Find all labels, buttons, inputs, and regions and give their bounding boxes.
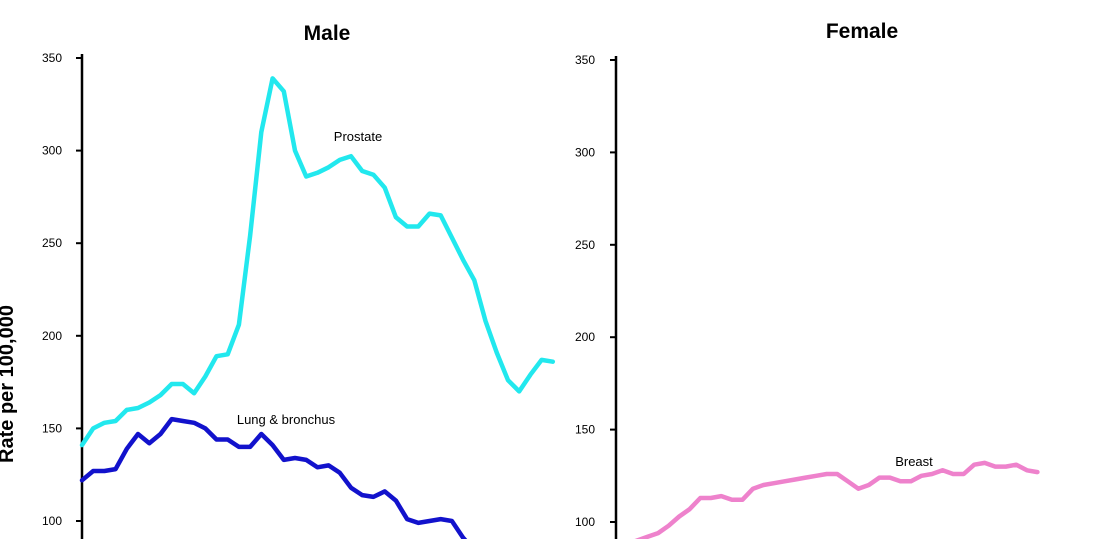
y-tick-label: 350 [575, 53, 595, 67]
series-label: Prostate [334, 129, 382, 144]
y-tick-label: 150 [42, 421, 62, 435]
series-label: Breast [895, 454, 933, 469]
series-line-breast [634, 460, 1040, 539]
series-label: Lung & bronchus [237, 412, 336, 427]
y-tick-label: 100 [575, 515, 595, 529]
male-panel-title: Male [304, 22, 351, 45]
y-tick-label: 150 [575, 423, 595, 437]
y-axis-title: Rate per 100,000 [0, 305, 18, 463]
female-panel: Female 100 150 200 250 300 350 Breast [575, 20, 1040, 539]
y-tick-label: 300 [42, 144, 62, 158]
series-line-lung-bronchus [79, 416, 468, 539]
y-tick-label: 200 [575, 330, 595, 344]
y-tick-label: 350 [42, 51, 62, 65]
female-panel-title: Female [826, 20, 898, 43]
y-tick-label: 100 [42, 514, 62, 528]
series-line-prostate [79, 76, 556, 448]
y-tick-label: 200 [42, 329, 62, 343]
y-tick-label: 300 [575, 145, 595, 159]
y-tick-label: 250 [42, 236, 62, 250]
y-tick-label: 250 [575, 238, 595, 252]
male-panel: Male 100 150 200 250 300 350 Prostate Lung & br… [42, 22, 556, 539]
